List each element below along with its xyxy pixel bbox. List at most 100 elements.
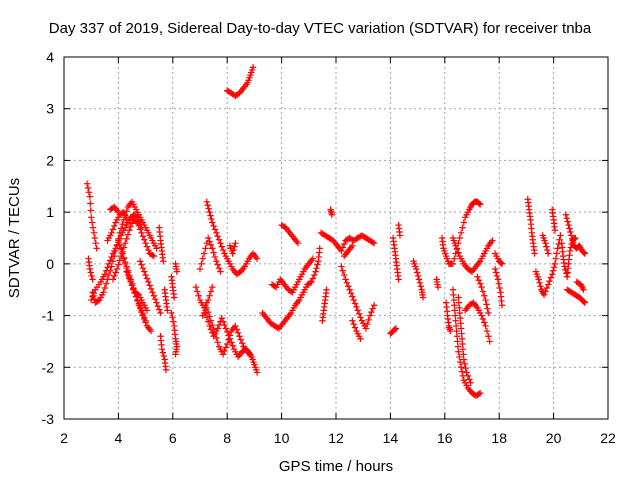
data-point-marker (105, 271, 113, 279)
data-point-marker (156, 306, 163, 313)
x-tick-label: 12 (328, 430, 344, 446)
data-point-marker (350, 320, 357, 328)
data-point-marker (91, 234, 99, 242)
data-point-marker (482, 322, 489, 330)
data-point-marker (169, 314, 176, 321)
data-point-marker (112, 269, 119, 276)
data-point-marker (580, 298, 588, 305)
x-tick-label: 8 (223, 430, 231, 446)
data-point-marker (219, 351, 227, 358)
data-point-marker (457, 364, 465, 371)
data-point-marker (105, 260, 113, 268)
data-point-marker (224, 328, 231, 336)
data-point-marker (531, 250, 538, 257)
data-point-marker (206, 238, 213, 245)
data-point-marker (214, 261, 221, 268)
data-point-marker (210, 249, 217, 256)
data-point-marker (146, 282, 153, 289)
data-point-marker (221, 321, 228, 329)
data-point-marker (547, 274, 555, 281)
data-point-marker (555, 240, 562, 248)
data-point-marker (544, 250, 552, 257)
data-point-marker (460, 219, 468, 226)
data-point-marker (89, 224, 97, 231)
data-point-marker (209, 283, 216, 291)
data-point-marker (117, 245, 125, 252)
data-point-marker (355, 310, 363, 318)
data-point-marker (484, 305, 491, 312)
data-point-marker (126, 275, 133, 282)
data-point-marker (459, 224, 466, 231)
y-tick-label: 4 (46, 49, 54, 65)
data-point-marker (200, 250, 208, 257)
data-point-marker (100, 289, 107, 296)
data-point-marker (115, 261, 122, 268)
data-point-marker (207, 241, 215, 249)
data-point-marker (457, 358, 464, 366)
data-point-marker (138, 261, 145, 268)
data-point-marker (483, 327, 491, 335)
data-point-marker (370, 239, 378, 247)
data-point-marker (108, 229, 115, 237)
data-point-marker (479, 315, 487, 323)
data-point-marker (141, 268, 148, 275)
data-point-marker (349, 242, 356, 249)
data-point-marker (357, 335, 364, 343)
data-point-marker (339, 267, 346, 274)
data-point-marker (210, 222, 217, 230)
data-point-marker (88, 296, 95, 304)
data-point-marker (481, 319, 488, 326)
data-point-marker (93, 245, 100, 252)
data-point-marker (217, 239, 224, 247)
x-axis-title: GPS time / hours (279, 458, 393, 475)
data-point-marker (92, 239, 99, 247)
data-point-marker (567, 228, 574, 236)
data-point-marker (553, 250, 560, 257)
data-point-marker (109, 226, 117, 233)
data-point-marker (306, 279, 314, 287)
data-point-marker (219, 318, 227, 325)
grid (64, 57, 608, 419)
data-point-marker (455, 249, 462, 256)
data-point-marker (549, 271, 556, 278)
data-point-marker (456, 234, 463, 242)
data-point-marker (158, 345, 166, 353)
data-point-marker (233, 326, 240, 333)
data-point-marker (134, 290, 141, 298)
data-point-marker (392, 325, 400, 332)
data-point-marker (204, 202, 211, 209)
y-tick-label: 3 (46, 101, 54, 117)
data-point-marker (217, 268, 224, 275)
data-point-marker (232, 239, 239, 247)
data-point-marker (142, 317, 149, 324)
y-tick-label: -2 (42, 359, 55, 375)
data-point-marker (475, 390, 482, 398)
x-tick-label: 2 (60, 430, 68, 446)
data-point-marker (447, 327, 454, 335)
data-point-marker (416, 279, 424, 287)
data-point-marker (253, 369, 261, 376)
data-point-marker (87, 269, 94, 276)
data-point-marker (218, 243, 225, 250)
data-point-marker (162, 366, 170, 374)
data-point-marker (83, 180, 91, 187)
data-point-marker (580, 286, 587, 293)
data-point-marker (368, 308, 375, 316)
x-tick-label: 16 (437, 430, 453, 446)
data-point-marker (208, 215, 215, 223)
data-point-marker (204, 296, 212, 304)
data-point-marker (557, 232, 564, 239)
data-point-marker (498, 302, 506, 309)
data-point-marker (204, 318, 212, 325)
data-point-marker (540, 291, 548, 299)
data-point-marker (349, 293, 356, 300)
data-point-marker (485, 333, 492, 340)
data-point-marker (150, 252, 157, 260)
data-point-marker (120, 255, 128, 262)
data-point-marker (351, 324, 359, 331)
data-point-marker (204, 234, 212, 242)
data-point-marker (536, 279, 543, 287)
data-point-marker (88, 219, 96, 226)
